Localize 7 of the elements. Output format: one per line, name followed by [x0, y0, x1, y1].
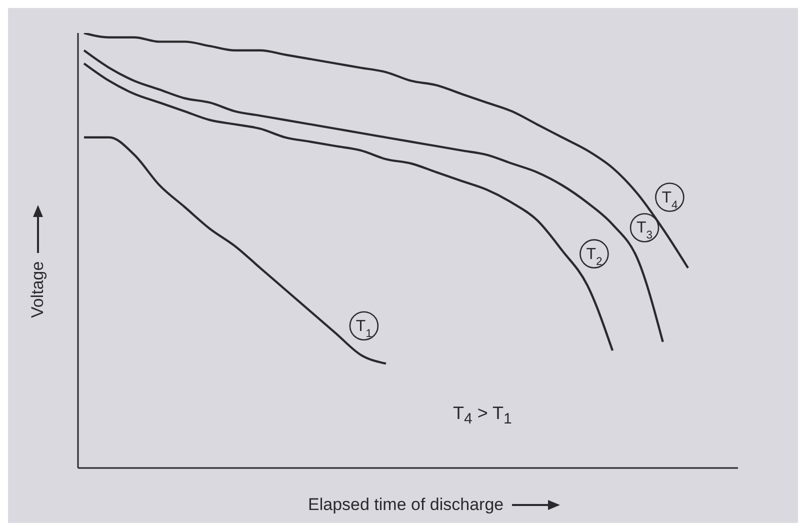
series-label: T$_{4}$ [662, 189, 678, 212]
series-label: T$_{3}$ [636, 220, 653, 242]
x-axis-title: Elapsed time of discharge [308, 495, 504, 515]
series-label: T$_{2}$ [586, 246, 602, 268]
y-axis-title: Voltage [28, 261, 48, 318]
annotation: T$_{4}$ > T$_{1}$ [453, 403, 512, 428]
series-label: T$_{1}$ [356, 318, 372, 340]
